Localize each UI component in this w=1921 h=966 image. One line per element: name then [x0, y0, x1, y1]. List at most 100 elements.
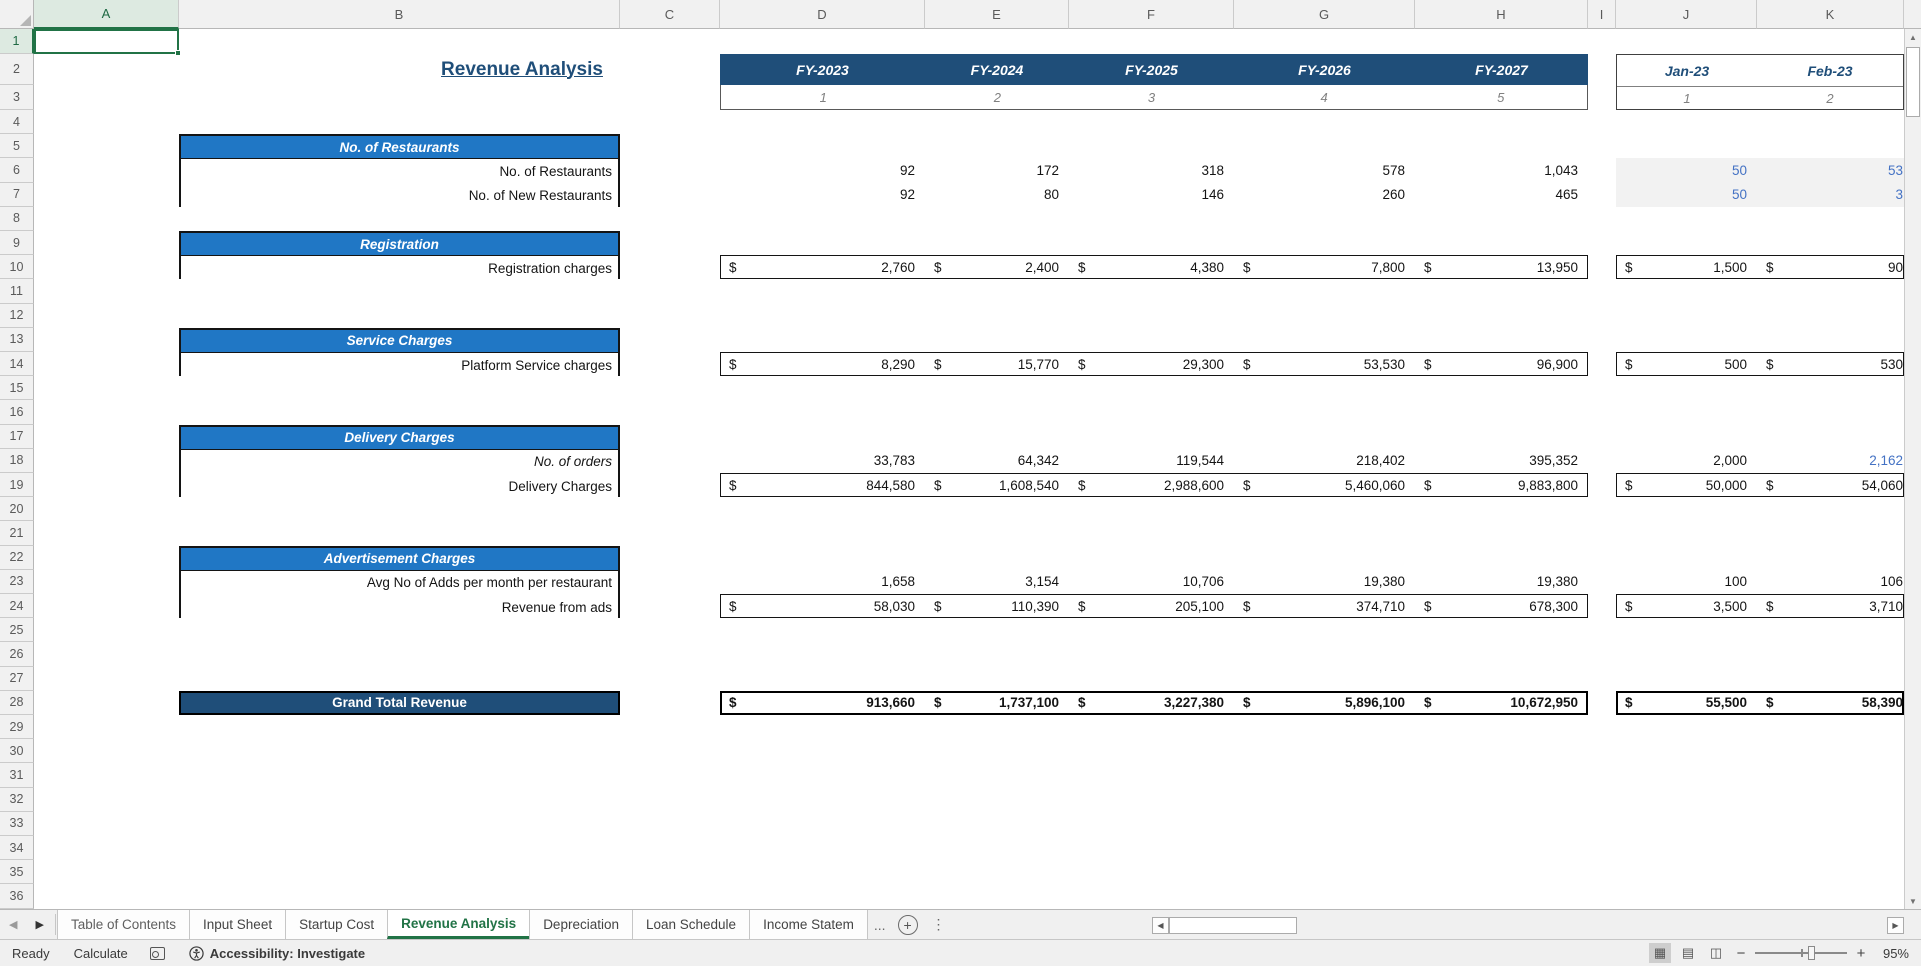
cell-value[interactable]: 10,672,950	[1510, 695, 1578, 711]
normal-view-icon[interactable]: ▦	[1649, 943, 1671, 963]
cell-value[interactable]: 844,580	[866, 477, 915, 493]
sheet-tab-income-statem[interactable]: Income Statem	[749, 910, 868, 939]
row-header-35[interactable]: 35	[0, 860, 34, 885]
cell-value[interactable]: 318	[1201, 162, 1224, 178]
cell-value[interactable]: 2,760	[881, 259, 915, 275]
cell-value[interactable]: 58,390	[1861, 695, 1903, 711]
cell-value[interactable]: 92	[899, 187, 915, 203]
cell-value[interactable]: 50	[1731, 162, 1747, 178]
cell-value[interactable]: 913,660	[866, 695, 915, 711]
row-header-9[interactable]: 9	[0, 231, 34, 256]
cell-value[interactable]: 5,460,060	[1344, 477, 1405, 493]
cell-value[interactable]: 2,000	[1713, 453, 1747, 469]
cell-value[interactable]: 8,290	[881, 356, 915, 372]
row-header-19[interactable]: 19	[0, 473, 34, 498]
tab-bar-more-icon[interactable]: ⋮	[931, 916, 947, 932]
macro-record-icon[interactable]	[149, 946, 165, 960]
cell-value[interactable]: 260	[1382, 187, 1405, 203]
cell-value[interactable]: 1,608,540	[998, 477, 1059, 493]
hscroll-right-arrow[interactable]: ▶	[1887, 917, 1904, 934]
row-header-24[interactable]: 24	[0, 594, 34, 619]
column-header-J[interactable]: J	[1616, 0, 1757, 29]
row-header-20[interactable]: 20	[0, 497, 34, 522]
cell-value[interactable]: 218,402	[1356, 453, 1405, 469]
cell-value[interactable]: 53	[1887, 162, 1903, 178]
column-header-I[interactable]: I	[1588, 0, 1616, 29]
row-header-32[interactable]: 32	[0, 787, 34, 812]
cell-value[interactable]: 19,380	[1363, 574, 1405, 590]
selection-fill-handle[interactable]	[175, 50, 181, 56]
cell-value[interactable]: 3,227,380	[1163, 695, 1224, 711]
row-header-5[interactable]: 5	[0, 134, 34, 159]
row-header-36[interactable]: 36	[0, 884, 34, 909]
cell-value[interactable]: 1,043	[1544, 162, 1578, 178]
column-header-E[interactable]: E	[925, 0, 1069, 29]
cell-value[interactable]: 1,737,100	[998, 695, 1059, 711]
cell-value[interactable]: 678,300	[1529, 598, 1578, 614]
cell-value[interactable]: 500	[1724, 356, 1747, 372]
column-header-G[interactable]: G	[1234, 0, 1415, 29]
cell-value[interactable]: 15,770	[1017, 356, 1059, 372]
page-layout-view-icon[interactable]: ▤	[1681, 945, 1695, 960]
cell-value[interactable]: 7,800	[1371, 259, 1405, 275]
row-header-21[interactable]: 21	[0, 521, 34, 546]
column-header-D[interactable]: D	[720, 0, 925, 29]
row-header-17[interactable]: 17	[0, 424, 34, 449]
cell-value[interactable]: 54,060	[1861, 477, 1903, 493]
status-calculate[interactable]: Calculate	[73, 945, 128, 961]
zoom-slider[interactable]	[1755, 946, 1847, 960]
horizontal-scroll-thumb[interactable]	[1169, 917, 1297, 934]
cell-value[interactable]: 2,162	[1869, 453, 1903, 469]
cell-value[interactable]: 5,896,100	[1344, 695, 1405, 711]
row-header-3[interactable]: 3	[0, 85, 34, 110]
row-header-12[interactable]: 12	[0, 303, 34, 328]
cell-value[interactable]: 53,530	[1363, 356, 1405, 372]
cell-value[interactable]: 13,950	[1536, 259, 1578, 275]
row-header-29[interactable]: 29	[0, 715, 34, 740]
tab-nav-left-arrow[interactable]: ◀	[9, 919, 18, 931]
zoom-slider-thumb[interactable]	[1808, 946, 1816, 960]
cell-value[interactable]: 106	[1880, 574, 1903, 590]
row-header-22[interactable]: 22	[0, 545, 34, 570]
column-header-B[interactable]: B	[179, 0, 620, 29]
column-header-C[interactable]: C	[620, 0, 720, 29]
cell-value[interactable]: 64,342	[1017, 453, 1059, 469]
cell-value[interactable]: 80	[1043, 187, 1059, 203]
row-header-2[interactable]: 2	[0, 54, 34, 85]
cell-value[interactable]: 50,000	[1705, 477, 1747, 493]
row-header-8[interactable]: 8	[0, 206, 34, 231]
cell-value[interactable]: 3,710	[1869, 598, 1903, 614]
vertical-scrollbar[interactable]: ▲ ▼	[1904, 29, 1921, 909]
cell-value[interactable]: 2,988,600	[1163, 477, 1224, 493]
cell-value[interactable]: 10,706	[1182, 574, 1224, 590]
sheet-tab-table-of-contents[interactable]: Table of Contents	[56, 910, 191, 939]
page-break-view-icon[interactable]: ◫	[1709, 945, 1723, 960]
cell-value[interactable]: 146	[1201, 187, 1224, 203]
row-header-4[interactable]: 4	[0, 110, 34, 135]
scroll-down-arrow[interactable]: ▼	[1909, 896, 1917, 906]
row-header-14[interactable]: 14	[0, 352, 34, 377]
cell-value[interactable]: 205,100	[1175, 598, 1224, 614]
cell-value[interactable]: 9,883,800	[1517, 477, 1578, 493]
sheet-tab-depreciation[interactable]: Depreciation	[529, 910, 633, 939]
column-header-K[interactable]: K	[1757, 0, 1904, 29]
sheet-tab-revenue-analysis[interactable]: Revenue Analysis	[387, 910, 531, 939]
cell-value[interactable]: 578	[1382, 162, 1405, 178]
cell-value[interactable]: 100	[1724, 574, 1747, 590]
selected-cell-A1[interactable]	[34, 29, 181, 56]
row-header-6[interactable]: 6	[0, 158, 34, 183]
row-header-34[interactable]: 34	[0, 836, 34, 861]
sheet-tab-input-sheet[interactable]: Input Sheet	[189, 910, 287, 939]
cell-value[interactable]: 374,710	[1356, 598, 1405, 614]
cell-value[interactable]: 110,390	[1011, 598, 1059, 614]
row-header-27[interactable]: 27	[0, 666, 34, 691]
cell-value[interactable]: 4,380	[1190, 259, 1224, 275]
select-all-corner[interactable]	[0, 0, 34, 29]
row-header-26[interactable]: 26	[0, 642, 34, 667]
row-header-10[interactable]: 10	[0, 255, 34, 280]
cell-value[interactable]: 119,544	[1176, 453, 1224, 469]
row-header-11[interactable]: 11	[0, 279, 34, 304]
cell-value[interactable]: 19,380	[1536, 574, 1578, 590]
sheet-tab-startup-cost[interactable]: Startup Cost	[285, 910, 389, 939]
cell-value[interactable]: 55,500	[1705, 695, 1747, 711]
